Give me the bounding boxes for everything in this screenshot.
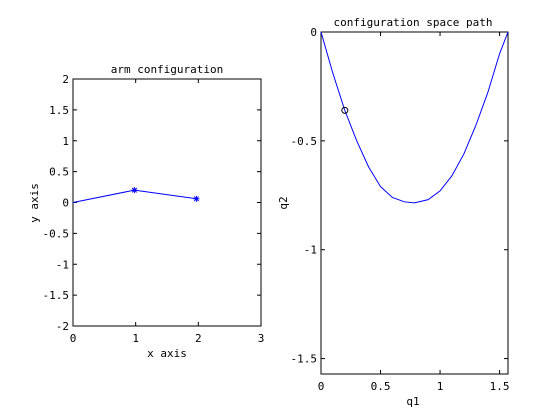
arm-configuration-title: arm configuration (111, 63, 224, 76)
arm-configuration-xtick-label: 3 (258, 332, 265, 345)
configuration-space-xtick-label: 0.5 (371, 380, 391, 393)
arm-configuration-xtick-label: 2 (195, 332, 202, 345)
arm-configuration-ylabel: y axis (28, 183, 41, 223)
arm-configuration-asterisk-marker (131, 187, 138, 194)
configuration-space-ytick-label: 0 (310, 26, 317, 39)
configuration-space-ytick-label: -0.5 (291, 135, 318, 148)
configuration-space-ylabel: q2 (277, 196, 290, 209)
arm-configuration-xtick-label: 1 (132, 332, 139, 345)
arm-configuration-ytick-label: 2 (62, 73, 69, 86)
configuration-space-ytick-label: -1.5 (291, 353, 318, 366)
arm-configuration-chart: arm configuration x axis y axis 0 1 2 3 -2 -1… (28, 63, 264, 360)
arm-configuration-ticks: 0 1 2 3 -2 -1.5 -1 -0.5 0 0.5 1 1.5 2 (43, 73, 265, 345)
configuration-space-chart: configuration space path q1 q2 0 0.5 1 1.5 -… (277, 16, 510, 408)
arm-configuration-ytick-label: 0 (62, 197, 69, 210)
arm-configuration-ytick-label: 1.5 (49, 104, 69, 117)
arm-configuration-xlabel: x axis (147, 347, 187, 360)
configuration-space-marks (320, 31, 509, 204)
configuration-space-ytick-label: -1 (304, 244, 317, 257)
arm-configuration-ytick-label: -2 (56, 320, 69, 333)
arm-configuration-axes (72, 78, 262, 327)
configuration-space-xtick-label: 0 (318, 380, 325, 393)
arm-configuration-marks (72, 187, 200, 203)
arm-configuration-asterisk-marker (193, 195, 200, 202)
arm-configuration-xtick-label: 0 (70, 332, 77, 345)
arm-configuration-ytick-label: 1 (62, 135, 69, 148)
configuration-space-xlabel: q1 (406, 395, 419, 408)
configuration-space-current-point-marker (341, 106, 349, 114)
configuration-space-xtick-label: 1.5 (490, 380, 510, 393)
arm-configuration-ytick-label: -1.5 (43, 289, 70, 302)
configuration-space-ticks: 0 0.5 1 1.5 -1.5 -1 -0.5 0 (291, 26, 510, 393)
arm-configuration-ytick-label: -0.5 (43, 227, 70, 240)
arm-configuration-ytick-label: 0.5 (49, 166, 69, 179)
arm-configuration-ytick-label: -1 (56, 258, 69, 271)
configuration-space-xtick-label: 1 (437, 380, 444, 393)
configuration-space-title: configuration space path (334, 16, 493, 29)
configuration-space-series-line (320, 31, 509, 204)
